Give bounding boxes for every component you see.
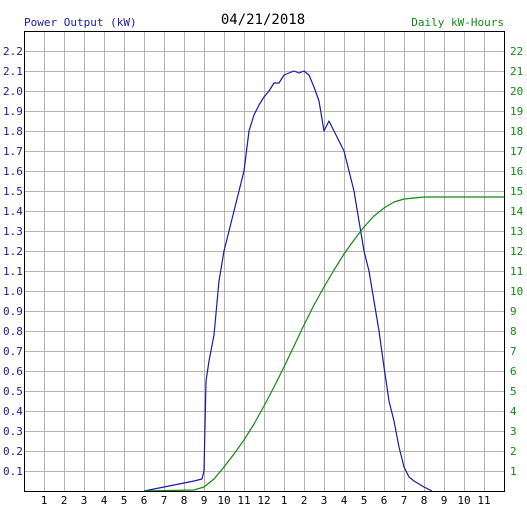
y-right-tick-label: 4 [510,405,517,418]
left-axis-title: Power Output (kW) [24,16,137,29]
y-left-tick-label: 1.0 [3,285,23,298]
x-tick-label: 10 [217,494,230,507]
y-left-tick-label: 0.2 [3,445,23,458]
y-left-tick-label: 1.5 [3,185,23,198]
y-left-tick-label: 1.4 [3,205,23,218]
x-tick-label: 3 [81,494,88,507]
y-left-tick-label: 1.8 [3,125,23,138]
y-right-tick-label: 5 [510,385,517,398]
y-right-tick-label: 8 [510,325,517,338]
y-right-tick-label: 7 [510,345,517,358]
right-axis-title: Daily kW-Hours [411,16,504,29]
y-left-tick-label: 1.2 [3,245,23,258]
power-output-series-line [143,70,433,492]
y-left-tick-label: 2.2 [3,45,23,58]
x-tick-label: 6 [381,494,388,507]
x-tick-label: 6 [141,494,148,507]
y-right-tick-label: 22 [510,45,523,58]
x-tick-label: 8 [181,494,188,507]
x-tick-label: 8 [421,494,428,507]
x-tick-label: 2 [301,494,308,507]
y-left-tick-label: 1.7 [3,145,23,158]
y-right-tick-label: 16 [510,165,523,178]
y-left-tick-label: 0.3 [3,425,23,438]
x-tick-label: 7 [161,494,168,507]
y-left-tick-label: 0.9 [3,305,23,318]
y-right-tick-label: 18 [510,125,523,138]
y-left-tick-label: 0.8 [3,325,23,338]
x-tick-label: 5 [361,494,368,507]
y-left-tick-label: 1.6 [3,165,23,178]
tick-labels: 1 2 3 4 5 6 7 8 9 10 11 12 1 2 3 4 5 6 7 8 9 10 110.10.20.30.4… [3,45,524,507]
y-right-tick-label: 11 [510,265,523,278]
daily-kwh-series-line [143,196,504,492]
y-right-tick-label: 1 [510,465,517,478]
plot-frame [24,31,505,492]
x-tick-label: 7 [401,494,408,507]
x-tick-label: 11 [477,494,490,507]
y-left-tick-label: 1.9 [3,105,23,118]
y-left-tick-label: 1.3 [3,225,23,238]
x-tick-label: 9 [201,494,208,507]
y-left-tick-label: 0.6 [3,365,23,378]
y-left-tick-label: 0.1 [3,465,23,478]
x-tick-label: 5 [121,494,128,507]
x-tick-label: 9 [441,494,448,507]
y-left-tick-label: 0.5 [3,385,23,398]
x-tick-label: 11 [237,494,250,507]
x-tick-label: 2 [61,494,68,507]
x-tick-label: 1 [281,494,288,507]
y-right-tick-label: 20 [510,85,523,98]
y-right-tick-label: 9 [510,305,517,318]
y-right-tick-label: 21 [510,65,523,78]
x-tick-label: 10 [457,494,470,507]
y-right-tick-label: 19 [510,105,523,118]
y-left-tick-label: 1.1 [3,265,23,278]
y-left-tick-label: 2.1 [3,65,23,78]
chart-date-title: 04/21/2018 [221,12,305,28]
x-tick-label: 12 [257,494,270,507]
y-right-tick-label: 2 [510,445,517,458]
y-left-tick-label: 0.4 [3,405,23,418]
y-right-tick-label: 12 [510,245,523,258]
y-right-tick-label: 13 [510,225,523,238]
grid [24,31,504,491]
y-right-tick-label: 10 [510,285,523,298]
x-tick-label: 4 [341,494,348,507]
y-left-tick-label: 0.7 [3,345,23,358]
x-tick-label: 1 [41,494,48,507]
y-right-tick-label: 14 [510,205,524,218]
y-right-tick-label: 6 [510,365,517,378]
y-right-tick-label: 15 [510,185,523,198]
x-tick-label: 3 [321,494,328,507]
y-left-tick-label: 2.0 [3,85,23,98]
series-lines [143,70,504,492]
x-tick-label: 4 [101,494,108,507]
y-right-tick-label: 3 [510,425,517,438]
y-right-tick-label: 17 [510,145,523,158]
